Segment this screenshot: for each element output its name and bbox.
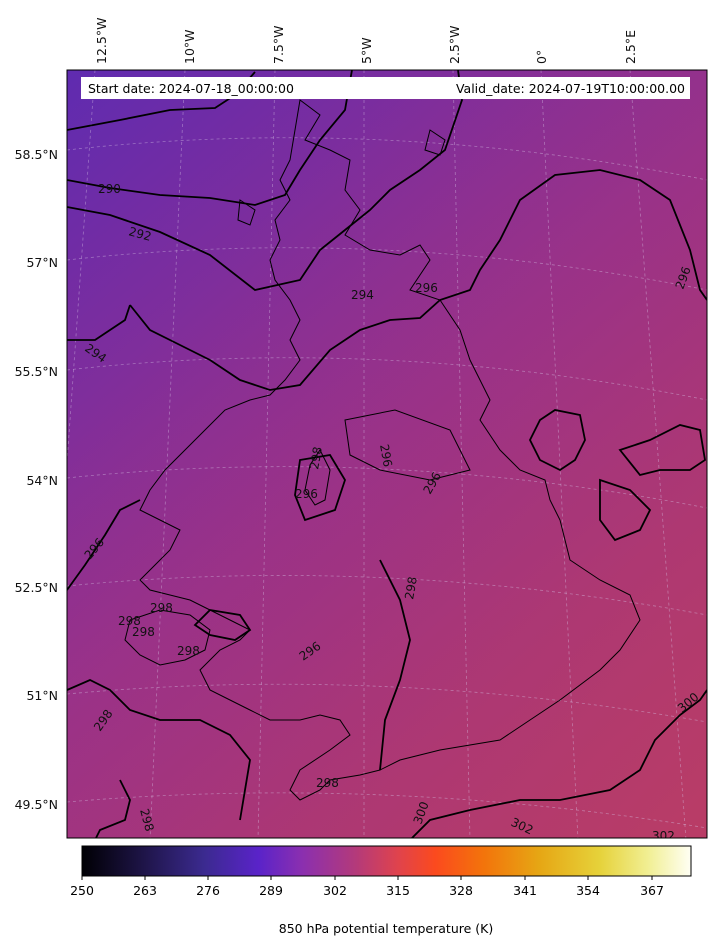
temperature-field-warm-overlay [67, 70, 707, 838]
latitude-tick: 54°N [26, 473, 58, 488]
longitude-axis: 12.5°W 10°W 7.5°W 5°W 2.5°W 0° 2.5°E [94, 18, 638, 64]
contour-label: 290 [98, 182, 121, 196]
colorbar-title: 850 hPa potential temperature (K) [279, 921, 493, 936]
colorbar: 250 263 276 289 302 315 328 341 354 367 … [70, 845, 692, 936]
contour-label: 298 [307, 446, 325, 471]
contour-label: 292 [127, 224, 153, 243]
contour-label: 298 [150, 601, 173, 615]
contour-lines [67, 70, 707, 838]
longitude-tick: 2.5°E [623, 30, 638, 64]
colorbar-tick-label: 302 [323, 883, 347, 898]
colorbar-tick-marks [81, 876, 653, 880]
colorbar-tick-label: 315 [386, 883, 410, 898]
colorbar-tick-label: 263 [133, 883, 157, 898]
colorbar-tick-label: 354 [576, 883, 600, 898]
date-info-box: Start date: 2024-07-18_00:00:00 Valid_da… [81, 77, 690, 99]
colorbar-tick-label: 289 [259, 883, 283, 898]
colorbar-gradient [81, 845, 692, 877]
colorbar-tick-label: 250 [70, 883, 94, 898]
date-info-background [81, 77, 690, 99]
contour-label: 298 [137, 807, 156, 833]
latitude-tick: 51°N [26, 688, 58, 703]
longitude-tick: 5°W [359, 37, 374, 64]
map-frame [66, 69, 708, 839]
latitude-tick: 49.5°N [15, 797, 58, 812]
map-area: 290 292 294 294 296 296 296 296 296 296 … [66, 69, 708, 843]
longitude-tick: 10°W [182, 29, 197, 64]
contour-label: 298 [402, 576, 420, 601]
latitude-axis: 58.5°N 57°N 55.5°N 54°N 52.5°N 51°N 49.5… [15, 147, 58, 812]
contour-label: 296 [415, 281, 438, 295]
longitude-tick: 2.5°W [447, 26, 462, 65]
latitude-tick: 52.5°N [15, 580, 58, 595]
longitude-tick: 12.5°W [94, 18, 109, 64]
coastlines [124, 99, 641, 801]
contour-label: 298 [177, 644, 200, 658]
contour-label: 294 [351, 288, 374, 302]
contour-label: 302 [652, 829, 675, 843]
longitude-tick: 7.5°W [271, 26, 286, 65]
contour-label: 296 [377, 443, 395, 468]
colorbar-tick-label: 367 [640, 883, 664, 898]
contour-label: 298 [316, 776, 339, 790]
start-date-text: Start date: 2024-07-18_00:00:00 [88, 81, 294, 96]
contour-label: 298 [118, 614, 141, 628]
contour-label: 298 [132, 625, 155, 639]
colorbar-tick-label: 341 [513, 883, 537, 898]
longitude-tick: 0° [534, 50, 549, 64]
latitude-tick: 55.5°N [15, 364, 58, 379]
colorbar-tick-label: 328 [449, 883, 473, 898]
latitude-tick: 57°N [26, 255, 58, 270]
valid-date-text: Valid_date: 2024-07-19T10:00:00.00 [456, 81, 685, 96]
colorbar-tick-label: 276 [196, 883, 220, 898]
contour-label: 296 [295, 487, 318, 501]
latitude-tick: 58.5°N [15, 147, 58, 162]
